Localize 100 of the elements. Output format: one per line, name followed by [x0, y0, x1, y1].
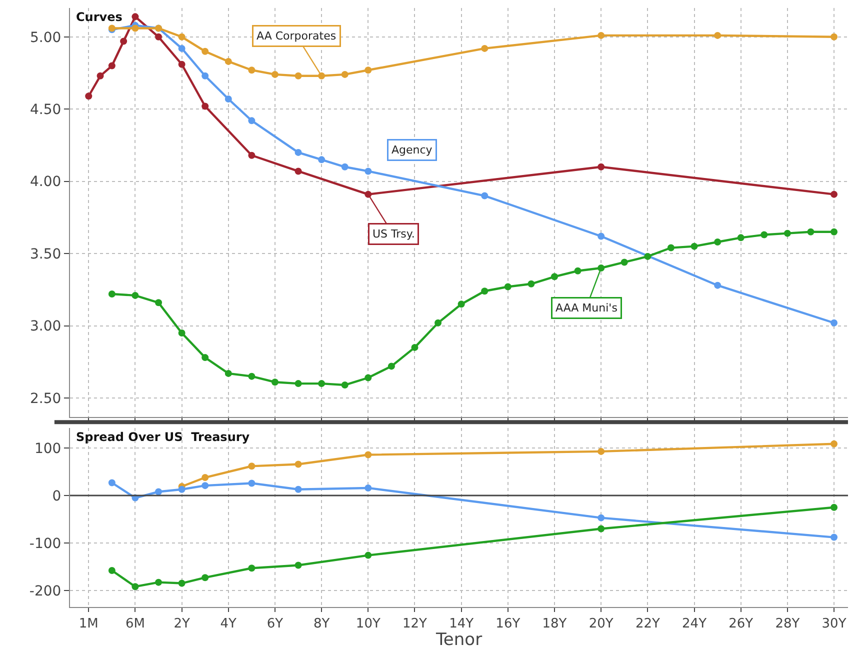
y-tick-label: -100 [29, 536, 62, 552]
point [294, 486, 302, 493]
y-tick-label: 3.50 [30, 246, 62, 262]
point [318, 380, 326, 388]
point [248, 152, 256, 159]
x-tick-label: 12Y [402, 616, 428, 632]
x-tick-label: 1M [78, 616, 98, 632]
point [364, 168, 372, 175]
point [202, 474, 209, 482]
point [155, 578, 162, 586]
point [364, 552, 372, 559]
point [248, 66, 256, 74]
point [598, 32, 605, 39]
y-tick-label: 2.50 [30, 390, 62, 407]
point [248, 372, 256, 380]
point [202, 354, 209, 362]
x-tick-label: 28Y [775, 616, 800, 632]
x-tick-label: 6Y [266, 616, 284, 632]
point [830, 33, 838, 40]
point [830, 190, 838, 198]
point [248, 462, 256, 470]
chart-title: Curves [76, 10, 122, 24]
point [271, 378, 278, 386]
point [294, 148, 302, 156]
point [830, 534, 838, 541]
annotation: AA Corporates [256, 30, 336, 42]
point [620, 258, 628, 266]
point [667, 244, 674, 252]
point [155, 299, 162, 306]
x-tick-label: 10Y [356, 616, 380, 632]
point [598, 448, 605, 455]
point [364, 66, 372, 74]
point [202, 102, 209, 110]
point [318, 156, 326, 164]
point [202, 574, 209, 582]
point [108, 62, 116, 70]
point [598, 232, 605, 240]
point [248, 564, 256, 572]
y-tick-label: 4.50 [30, 102, 62, 118]
point [108, 290, 116, 298]
point [178, 329, 186, 336]
point [644, 252, 652, 260]
x-tick-label: 16Y [496, 616, 520, 632]
point [178, 486, 186, 493]
x-tick-label: 4Y [220, 616, 237, 632]
point [108, 479, 116, 486]
point [202, 72, 209, 80]
y-tick-label: 100 [34, 441, 62, 458]
point [341, 381, 348, 388]
y-tick-label: 3.00 [30, 318, 62, 335]
x-axis-title: Tenor [434, 630, 482, 650]
annotation: US Trsy. [372, 228, 415, 240]
point [271, 70, 278, 78]
annotation: AAA Muni's [556, 302, 618, 314]
point [224, 58, 232, 65]
point [178, 580, 186, 587]
point [120, 38, 128, 45]
point [784, 230, 791, 237]
point [737, 234, 744, 242]
point [551, 273, 558, 280]
point [155, 488, 162, 496]
point [224, 96, 232, 103]
point [341, 163, 348, 170]
point [294, 562, 302, 569]
point [434, 319, 442, 326]
x-tick-label: 26Y [728, 616, 754, 632]
point [294, 168, 302, 175]
point [364, 451, 372, 458]
point [411, 344, 418, 351]
point [481, 288, 488, 295]
point [598, 525, 605, 532]
point [830, 319, 838, 326]
chart-title: Spread Over US Treasury [76, 430, 250, 444]
point [96, 72, 104, 80]
point [294, 460, 302, 468]
point [830, 504, 838, 511]
y-tick-label: 4.00 [30, 174, 62, 190]
point [598, 514, 605, 522]
x-tick-label: 20Y [588, 616, 614, 632]
x-tick-label: 8Y [313, 616, 330, 632]
point [458, 300, 465, 308]
x-tick-label: 2Y [174, 616, 190, 632]
y-tick-label: -200 [29, 583, 62, 600]
point [178, 33, 186, 40]
point [178, 60, 186, 68]
point [690, 242, 698, 250]
point [132, 13, 139, 20]
point [528, 280, 535, 288]
annotation: Agency [392, 144, 433, 156]
point [574, 267, 582, 274]
point [760, 231, 768, 238]
point [248, 117, 256, 124]
x-tick-label: 6M [125, 616, 145, 632]
x-tick-label: 14Y [449, 616, 474, 632]
x-tick-label: 22Y [635, 616, 660, 632]
point [388, 362, 395, 370]
point [132, 24, 139, 32]
point [364, 484, 372, 492]
point [714, 32, 722, 39]
point [807, 228, 814, 236]
